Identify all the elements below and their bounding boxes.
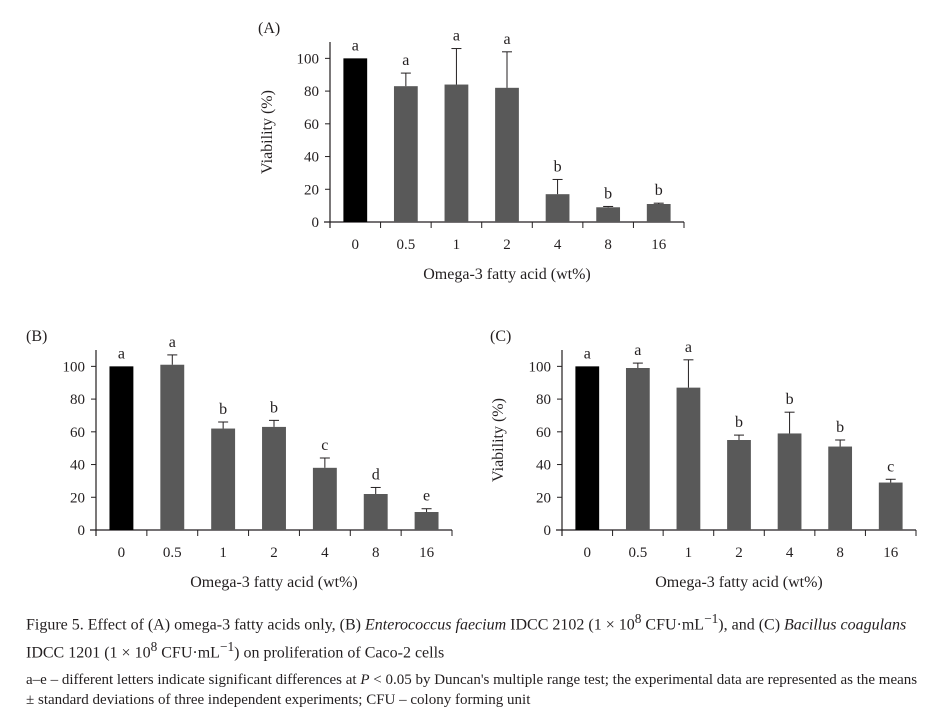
panel-label: (B): [26, 328, 47, 345]
y-tick-label: 60: [536, 425, 551, 441]
bar: [828, 446, 853, 530]
bar: [444, 84, 469, 222]
significance-letter: a: [118, 345, 125, 362]
x-tick-label: 16: [883, 545, 899, 561]
significance-letter: a: [634, 342, 641, 359]
y-tick-label: 20: [536, 490, 551, 506]
y-axis-label: Viability (%): [259, 90, 276, 174]
x-tick-label: 8: [836, 545, 844, 561]
chart-panel-a: (A) 0 20 40 60 80 100 a 0 a 0.5 a 1 a 2 b 4 b 8 b 16 Omega-3 …: [258, 20, 685, 283]
bar: [625, 368, 650, 530]
y-tick-label: 100: [529, 359, 552, 375]
y-tick-label: 80: [304, 84, 319, 100]
x-tick-label: 0: [352, 237, 360, 253]
x-tick-label: 8: [372, 545, 380, 561]
significance-letter: d: [372, 466, 380, 483]
y-tick-label: 20: [70, 490, 85, 506]
x-tick-label: 4: [321, 545, 329, 561]
bar: [211, 428, 236, 530]
significance-letter: b: [655, 182, 663, 199]
significance-letter: b: [604, 185, 612, 202]
figure-caption: Figure 5. Effect of (A) omega-3 fatty ac…: [26, 611, 907, 662]
y-tick-label: 40: [304, 150, 319, 166]
bar: [777, 433, 802, 530]
x-tick-label: 4: [554, 237, 562, 253]
significance-letter: a: [169, 334, 176, 351]
x-tick-label: 0: [584, 545, 592, 561]
x-tick-label: 0: [118, 545, 126, 561]
species-name-enterococcus: Enterococcus faecium: [365, 616, 507, 634]
species-name-bacillus: Bacillus coagulans: [784, 616, 907, 634]
x-tick-label: 16: [651, 237, 667, 253]
significance-letter: a: [685, 339, 692, 356]
x-tick-label: 16: [419, 545, 435, 561]
bar: [363, 494, 388, 530]
significance-letter: c: [887, 458, 894, 475]
significance-letter: a: [352, 37, 359, 54]
bar: [262, 426, 286, 530]
bar: [393, 86, 418, 222]
bar: [414, 512, 439, 530]
x-tick-label: 4: [786, 545, 794, 561]
x-axis-label: Omega-3 fatty acid (wt%): [655, 574, 822, 591]
bar: [312, 467, 337, 530]
significance-letter: c: [321, 437, 328, 454]
bar: [343, 58, 368, 223]
significance-letter: b: [735, 414, 743, 431]
x-tick-label: 1: [453, 237, 461, 253]
x-tick-label: 2: [503, 237, 511, 253]
y-tick-label: 80: [70, 392, 85, 408]
significance-letter: b: [786, 391, 794, 408]
y-tick-label: 40: [536, 458, 551, 474]
bar: [160, 364, 185, 530]
figure-footnote: a–e – different letters indicate signifi…: [26, 672, 918, 708]
significance-letter: e: [423, 488, 430, 505]
y-tick-label: 0: [544, 523, 552, 539]
figure-panels: (A)020406080100a0a0.5a1a2b4b8b16Omega-3 …: [26, 20, 917, 591]
y-tick-label: 80: [536, 392, 551, 408]
y-tick-label: 40: [70, 458, 85, 474]
y-tick-label: 60: [304, 117, 319, 133]
x-tick-label: 1: [219, 545, 227, 561]
panel-label: (A): [258, 20, 280, 37]
x-tick-label: 0.5: [163, 545, 182, 561]
significance-letter: a: [584, 345, 591, 362]
bar: [727, 440, 751, 530]
bar: [575, 366, 600, 530]
bar: [878, 482, 903, 530]
bar: [596, 207, 621, 222]
significance-letter: a: [453, 28, 460, 45]
x-tick-label: 8: [604, 237, 612, 253]
x-tick-label: 0.5: [396, 237, 415, 253]
bar: [495, 87, 519, 223]
x-tick-label: 0.5: [628, 545, 647, 561]
bar: [676, 387, 701, 530]
y-tick-label: 20: [304, 182, 319, 198]
x-tick-label: 2: [735, 545, 743, 561]
bar: [545, 194, 570, 222]
significance-letter: a: [503, 31, 510, 48]
x-axis-label: Omega-3 fatty acid (wt%): [423, 266, 590, 283]
y-tick-label: 0: [312, 215, 320, 231]
bar: [646, 204, 671, 222]
significance-letter: b: [219, 401, 227, 418]
bar: [109, 366, 134, 530]
significance-letter: b: [836, 419, 844, 436]
y-tick-label: 60: [70, 425, 85, 441]
y-tick-label: 100: [63, 359, 86, 375]
panel-label: (C): [490, 328, 511, 345]
significance-letter: b: [270, 399, 278, 416]
y-tick-label: 100: [297, 51, 320, 67]
x-tick-label: 2: [270, 545, 278, 561]
y-tick-label: 0: [78, 523, 86, 539]
x-tick-label: 1: [685, 545, 693, 561]
significance-letter: a: [402, 52, 409, 69]
chart-panel-c: (C) 0 20 40 60 80 100 a 0 a 0.5 a 1 b 2 b 4 b 8 c 16 Omega-3 …: [490, 328, 917, 591]
chart-panel-b: (B) 0 20 40 60 80 100 a 0 a 0.5 b 1 b 2 c 4 d 8 e 16 Omega-3 …: [26, 328, 453, 591]
significance-letter: b: [554, 158, 562, 175]
x-axis-label: Omega-3 fatty acid (wt%): [190, 574, 357, 591]
y-axis-label: Viability (%): [490, 398, 507, 482]
